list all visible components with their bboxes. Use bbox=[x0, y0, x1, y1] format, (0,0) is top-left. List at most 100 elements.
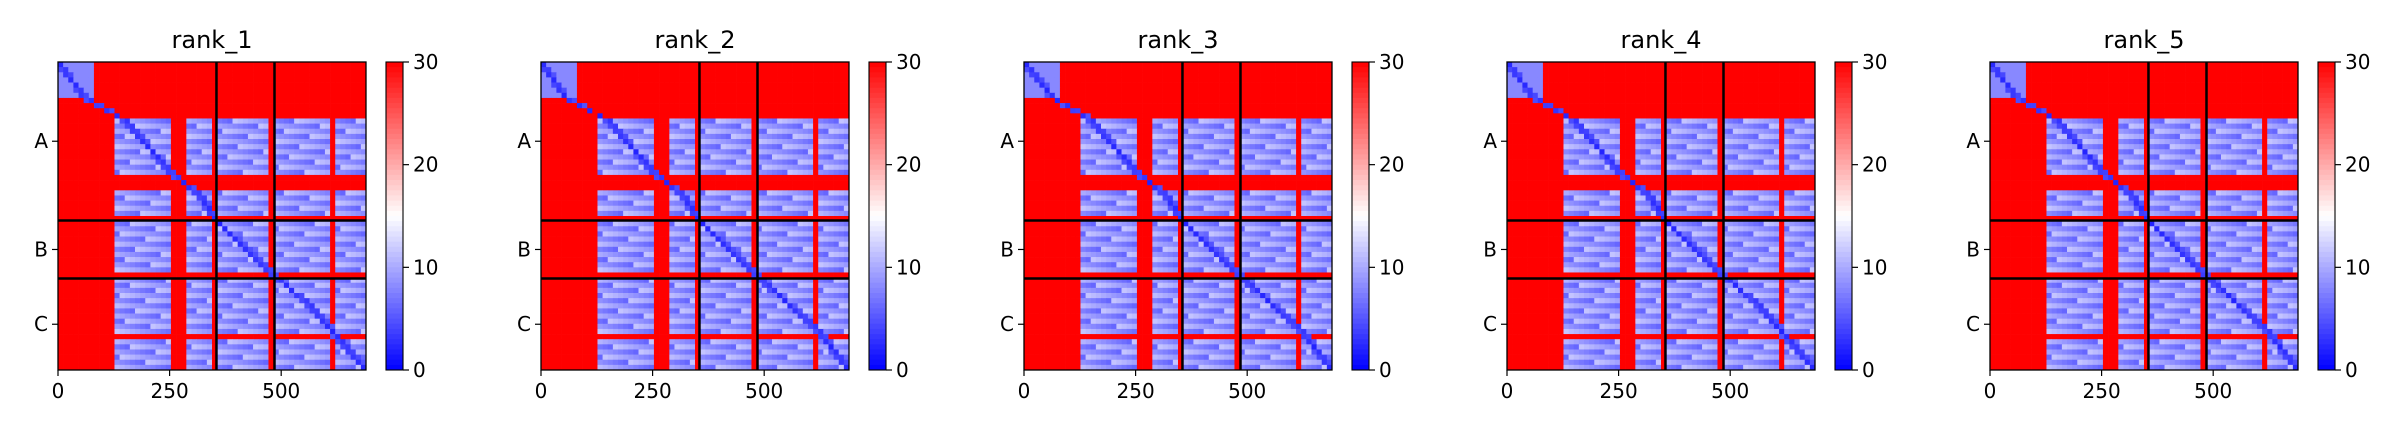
heatmap-cell bbox=[279, 267, 284, 272]
heatmap-cell bbox=[726, 149, 731, 154]
heatmap-cell bbox=[186, 201, 191, 206]
heatmap-cell bbox=[710, 67, 715, 72]
heatmap-cell bbox=[145, 360, 150, 365]
heatmap-cell bbox=[73, 118, 78, 123]
heatmap-cell bbox=[258, 175, 263, 180]
heatmap-cell bbox=[89, 139, 94, 144]
heatmap-cell bbox=[320, 72, 325, 77]
colorbar-segment bbox=[386, 211, 403, 217]
heatmap-cell bbox=[315, 231, 320, 236]
heatmap-cell bbox=[104, 314, 109, 319]
heatmap-cell bbox=[186, 226, 191, 231]
heatmap-cell bbox=[772, 165, 777, 170]
heatmap-cell bbox=[227, 103, 232, 108]
heatmap-cell bbox=[335, 308, 340, 313]
heatmap-cell bbox=[772, 67, 777, 72]
heatmap-cell bbox=[834, 139, 839, 144]
heatmap-cell bbox=[197, 344, 202, 349]
heatmap-cell bbox=[654, 124, 659, 129]
heatmap-cell bbox=[135, 303, 140, 308]
heatmap-cell bbox=[258, 139, 263, 144]
heatmap-cell bbox=[258, 88, 263, 93]
heatmap-cell bbox=[310, 247, 315, 252]
heatmap-cell bbox=[238, 231, 243, 236]
heatmap-cell bbox=[181, 257, 186, 262]
heatmap-cell bbox=[202, 201, 207, 206]
heatmap-cell bbox=[592, 139, 597, 144]
heatmap-cell bbox=[299, 329, 304, 334]
heatmap-cell bbox=[166, 237, 171, 242]
heatmap-cell bbox=[89, 334, 94, 339]
heatmap-cell bbox=[839, 67, 844, 72]
heatmap-cell bbox=[94, 288, 99, 293]
heatmap-cell bbox=[823, 98, 828, 103]
heatmap-cell bbox=[289, 154, 294, 159]
heatmap-cell bbox=[731, 139, 736, 144]
heatmap-cell bbox=[618, 67, 623, 72]
heatmap-cell bbox=[222, 190, 227, 195]
heatmap-cell bbox=[84, 242, 89, 247]
heatmap-cell bbox=[217, 339, 222, 344]
heatmap-cell bbox=[299, 293, 304, 298]
heatmap-cell bbox=[320, 170, 325, 175]
heatmap-cell bbox=[546, 144, 551, 149]
heatmap-cell bbox=[284, 355, 289, 360]
heatmap-cell bbox=[84, 360, 89, 365]
heatmap-cell bbox=[94, 134, 99, 139]
heatmap-cell bbox=[63, 211, 68, 216]
heatmap-cell bbox=[818, 154, 823, 159]
heatmap-cell bbox=[669, 93, 674, 98]
heatmap-cell bbox=[197, 154, 202, 159]
heatmap-cell bbox=[145, 355, 150, 360]
heatmap-cell bbox=[181, 103, 186, 108]
heatmap-cell bbox=[263, 283, 268, 288]
heatmap-cell bbox=[628, 149, 633, 154]
heatmap-cell bbox=[233, 83, 238, 88]
heatmap-cell bbox=[335, 195, 340, 200]
heatmap-cell bbox=[335, 62, 340, 67]
heatmap-cell bbox=[798, 124, 803, 129]
heatmap-cell bbox=[818, 124, 823, 129]
heatmap-cell bbox=[325, 98, 330, 103]
heatmap-cell bbox=[79, 134, 84, 139]
heatmap-cell bbox=[171, 355, 176, 360]
heatmap-cell bbox=[114, 237, 119, 242]
heatmap-cell bbox=[721, 103, 726, 108]
heatmap-cell bbox=[89, 83, 94, 88]
heatmap-cell bbox=[356, 298, 361, 303]
heatmap-cell bbox=[227, 206, 232, 211]
heatmap-cell bbox=[258, 118, 263, 123]
heatmap-cell bbox=[207, 221, 212, 226]
heatmap-cell bbox=[176, 88, 181, 93]
heatmap-cell bbox=[233, 272, 238, 277]
heatmap-cell bbox=[171, 129, 176, 134]
heatmap-cell bbox=[150, 303, 155, 308]
heatmap-cell bbox=[680, 103, 685, 108]
heatmap-cell bbox=[109, 103, 114, 108]
heatmap-cell bbox=[217, 98, 222, 103]
heatmap-cell bbox=[222, 195, 227, 200]
heatmap-cell bbox=[84, 308, 89, 313]
heatmap-cell bbox=[299, 308, 304, 313]
heatmap-cell bbox=[633, 93, 638, 98]
heatmap-cell bbox=[294, 165, 299, 170]
heatmap-cell bbox=[772, 108, 777, 113]
heatmap-cell bbox=[191, 165, 196, 170]
heatmap-cell bbox=[674, 108, 679, 113]
heatmap-cell bbox=[176, 339, 181, 344]
heatmap-cell bbox=[345, 344, 350, 349]
heatmap-cell bbox=[320, 344, 325, 349]
heatmap-cell bbox=[135, 62, 140, 67]
heatmap-cell bbox=[104, 83, 109, 88]
heatmap-cell bbox=[315, 298, 320, 303]
heatmap-cell bbox=[659, 165, 664, 170]
heatmap-cell bbox=[685, 108, 690, 113]
heatmap-cell bbox=[217, 144, 222, 149]
heatmap-cell bbox=[253, 154, 258, 159]
heatmap-cell bbox=[618, 124, 623, 129]
heatmap-cell bbox=[345, 355, 350, 360]
heatmap-cell bbox=[248, 319, 253, 324]
heatmap-cell bbox=[120, 88, 125, 93]
heatmap-cell bbox=[618, 165, 623, 170]
heatmap-cell bbox=[299, 237, 304, 242]
